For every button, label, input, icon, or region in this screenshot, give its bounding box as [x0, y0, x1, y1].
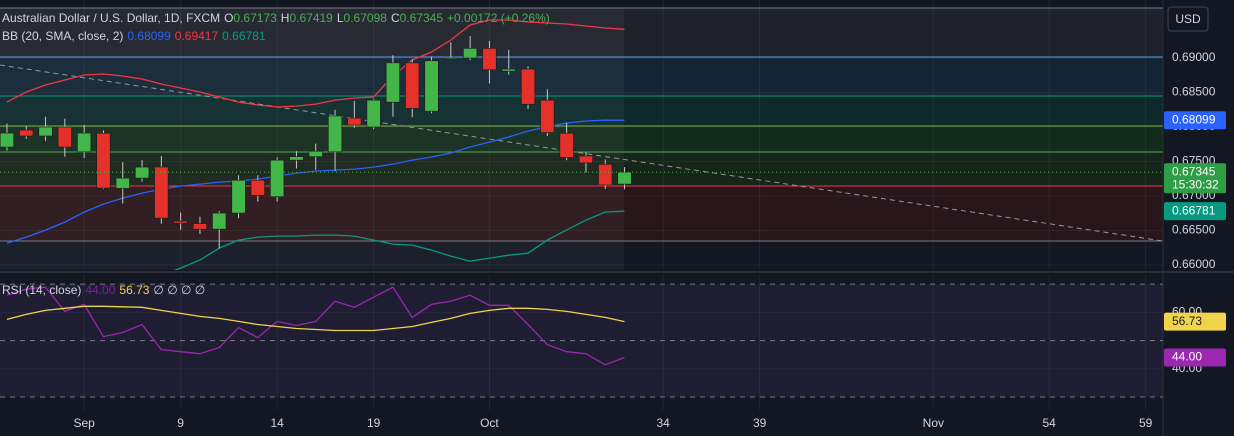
candle-body [250, 179, 265, 196]
x-tick-label: 14 [270, 416, 284, 430]
candle-body [443, 57, 458, 60]
candle-body [115, 177, 130, 189]
zone [0, 8, 1163, 57]
x-tick-label: 9 [177, 416, 184, 430]
low-value: 0.67098 [343, 11, 387, 25]
y-tick-label: 0.66000 [1172, 257, 1216, 271]
bb-basis-tag: 0.68099 [1172, 112, 1216, 126]
close-value: 0.67345 [399, 11, 443, 25]
change-value: +0.00172 (+0.26%) [447, 11, 550, 25]
x-tick-label: 39 [753, 416, 767, 430]
rsi-pane [0, 274, 1163, 410]
x-tick-label: Nov [923, 416, 944, 430]
indicator-title: RSI (14, close) [2, 283, 82, 297]
y-tick-label: 0.66500 [1172, 223, 1216, 237]
indicator-title: BB (20, SMA, close, 2) [2, 29, 124, 43]
y-tick-label: 0.69000 [1172, 50, 1216, 64]
candle-body [327, 115, 343, 153]
bb-basis-tag-box [1164, 111, 1226, 130]
indicator-line [6, 305, 625, 332]
candle-body [270, 159, 285, 198]
bb-header: BB (20, SMA, close, 2) 0.68099 0.69417 0… [2, 29, 266, 43]
bb-lower-tag-box [1164, 202, 1226, 221]
candle-body [77, 132, 92, 153]
open-value: 0.67173 [233, 11, 277, 25]
zone [0, 126, 1163, 152]
ohlc-label: L [336, 11, 344, 25]
candle-body [192, 223, 207, 230]
candle-body [231, 179, 246, 214]
candle-body [57, 126, 72, 148]
bb-lower-tag: 0.66781 [1172, 203, 1216, 217]
high-value: 0.67419 [289, 11, 333, 25]
candle-body [0, 132, 15, 148]
rsi-tag: 44.00 [1172, 350, 1202, 364]
x-tick-label: Oct [480, 416, 499, 430]
countdown: 15:30:32 [1172, 177, 1219, 191]
x-tick-label: 59 [1139, 416, 1153, 430]
price-tag: 0.67345 [1172, 164, 1216, 178]
symbol-title: Australian Dollar / U.S. Dollar, 1D, FXC… [2, 11, 221, 25]
candle-body [520, 68, 536, 105]
zone [0, 57, 1163, 96]
bb-upper-value: 0.69417 [174, 29, 219, 43]
ohlc-label: H [280, 11, 290, 25]
x-tick-label: 54 [1042, 416, 1056, 430]
rsi-ma-tag: 56.73 [1172, 314, 1202, 328]
indicator-line [173, 210, 625, 270]
candle-body [405, 62, 420, 109]
currency-button[interactable] [1167, 6, 1209, 32]
candle-body [501, 68, 516, 72]
y-tick-label: 0.68500 [1172, 85, 1216, 99]
rsi-ma-tag-box [1164, 312, 1226, 331]
main-pane [0, 0, 1163, 270]
candle-body [540, 99, 555, 133]
x-tick-label: 34 [656, 416, 670, 430]
candle-body [289, 156, 304, 161]
candle-body [308, 150, 323, 158]
candle-body [347, 117, 362, 126]
rsi-ma-value: 56.73 [119, 283, 150, 297]
candle-body [154, 166, 169, 219]
rsi-header: RSI (14, close) 44.00 56.73 ∅ ∅ ∅ ∅ [2, 283, 205, 297]
candle-body [463, 48, 478, 59]
candle-body [173, 220, 188, 224]
ohlc-label: O [224, 11, 234, 25]
candle-body [19, 129, 34, 137]
candle-body [38, 126, 53, 137]
indicator-line [6, 19, 625, 108]
candle-body [134, 166, 150, 179]
zone [0, 186, 1163, 241]
ohlc-label: C [390, 11, 400, 25]
candle-body [366, 99, 381, 128]
currency[interactable]: USD [1175, 12, 1201, 26]
trend-line [0, 64, 1164, 242]
candle-body [424, 60, 439, 112]
bb-basis-value: 0.68099 [127, 29, 171, 43]
symbol-header: Australian Dollar / U.S. Dollar, 1D, FXC… [2, 11, 550, 25]
rsi-extra: ∅ ∅ ∅ ∅ [153, 283, 206, 297]
indicator-line [6, 286, 625, 366]
rsi-tag-box [1164, 348, 1226, 367]
candle-body [559, 132, 574, 158]
bb-lower-value: 0.66781 [222, 29, 266, 43]
candle-body [96, 132, 111, 189]
candle-body [212, 212, 227, 230]
x-tick-label: 19 [367, 416, 381, 430]
candle-body [482, 48, 497, 71]
candle-body [617, 171, 632, 185]
x-tick-label: Sep [73, 416, 95, 430]
rsi-value: 44.00 [85, 283, 116, 297]
price-tag-box [1164, 163, 1226, 194]
candle-body [598, 163, 613, 186]
candle-body [578, 155, 593, 164]
candle-body [385, 62, 400, 103]
indicator-line [6, 119, 625, 244]
